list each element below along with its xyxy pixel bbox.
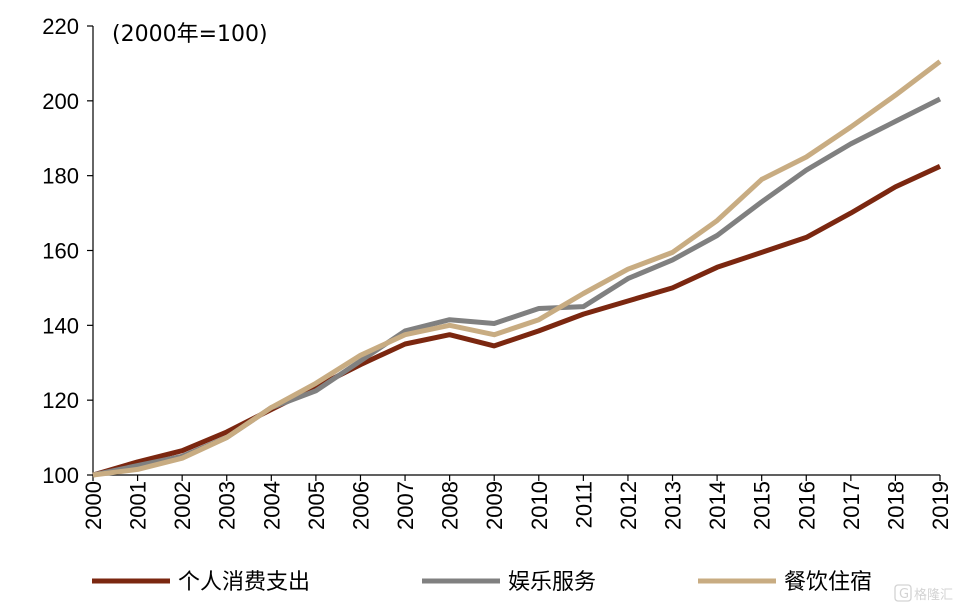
y-tick-label: 220	[42, 14, 79, 39]
series-line	[92, 59, 942, 478]
x-tick-label: 2017	[839, 481, 864, 530]
y-tick-label: 100	[42, 463, 79, 488]
x-tick-label: 2014	[705, 481, 730, 530]
series-lines	[92, 59, 942, 478]
y-axis: 100 120 140 160 180 200 220	[42, 14, 94, 488]
logo-g-glyph: G	[899, 587, 909, 602]
legend: 个人消费支出 娱乐服务 餐饮住宿	[92, 570, 872, 595]
x-axis: 2000 2001 2002 2003 2004 2005 2006 2007 2008 2009…	[81, 474, 953, 530]
x-tick-label: 2012	[616, 481, 641, 530]
x-tick-label: 2013	[661, 481, 686, 530]
legend-label: 餐饮住宿	[784, 570, 872, 595]
y-tick-label: 180	[42, 164, 79, 189]
legend-label: 个人消费支出	[178, 570, 310, 595]
x-tick-label: 2008	[438, 481, 463, 530]
series-line	[92, 164, 942, 478]
watermark: G 格隆汇	[894, 584, 953, 603]
y-tick-label: 140	[42, 313, 79, 338]
x-tick-label: 2002	[170, 481, 195, 530]
chart-annotation: (2000年=100)	[112, 22, 268, 47]
x-tick-label: 2006	[348, 481, 373, 530]
x-tick-label: 2005	[304, 481, 329, 530]
x-tick-label: 2018	[883, 481, 908, 530]
x-tick-label: 2001	[126, 481, 151, 530]
x-tick-label: 2004	[259, 481, 284, 530]
watermark-text: 格隆汇	[914, 587, 953, 603]
legend-label: 娱乐服务	[508, 570, 596, 595]
y-tick-label: 200	[42, 89, 79, 114]
x-tick-label: 2003	[215, 481, 240, 530]
x-tick-label: 2010	[527, 481, 552, 530]
y-tick-label: 120	[42, 388, 79, 413]
x-tick-label: 2015	[750, 481, 775, 530]
x-tick-label: 2007	[393, 481, 418, 530]
y-tick-label: 160	[42, 239, 79, 264]
x-tick-label: 2009	[482, 481, 507, 530]
x-tick-label: 2000	[81, 481, 106, 530]
logo-g-icon	[894, 584, 912, 602]
x-tick-label: 2019	[928, 481, 953, 530]
x-tick-label: 2016	[794, 481, 819, 530]
x-tick-label: 2011	[571, 481, 596, 528]
